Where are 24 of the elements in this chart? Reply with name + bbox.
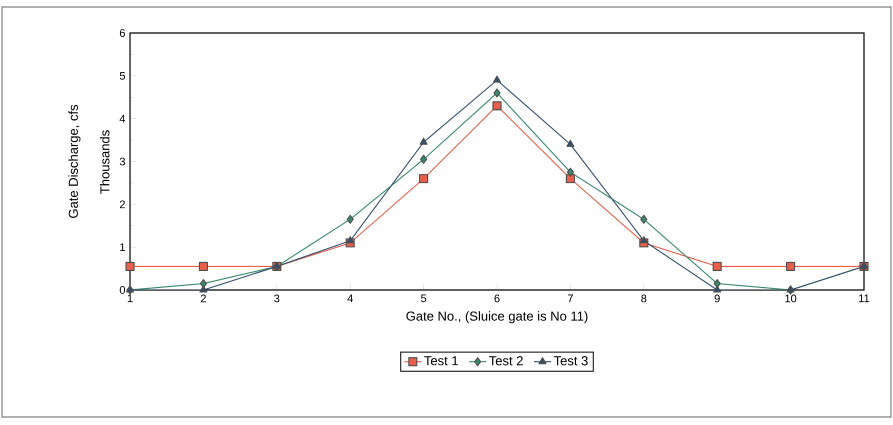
y-tick-label: 6: [120, 29, 125, 37]
y-tick-label: 1: [120, 243, 125, 251]
x-tick-label: 9: [714, 294, 720, 302]
x-tick-label: 10: [785, 294, 796, 302]
legend-label: Test 1: [424, 356, 458, 366]
x-tick-label: 2: [200, 294, 206, 302]
legend-label: Test 2: [489, 356, 523, 366]
legend-label: Test 3: [554, 356, 588, 366]
x-tick-label: 8: [641, 294, 646, 302]
x-tick-label: 7: [568, 294, 573, 302]
y2-axis-title: Thousands: [100, 130, 110, 194]
x-tick-label: 6: [494, 294, 500, 302]
x-tick-label: 5: [420, 294, 426, 302]
x-axis-title: Gate No., (Sluice gate is No 11): [406, 311, 588, 324]
y-tick-label: 2: [120, 200, 125, 208]
x-tick-label: 4: [347, 294, 353, 302]
y-tick-label: 0: [120, 286, 126, 294]
y-tick-label: 4: [120, 114, 126, 122]
y-tick-label: 3: [120, 158, 125, 166]
x-tick-label: 3: [274, 294, 280, 302]
y-axis-title: Gate Discharge, cfs: [68, 104, 80, 218]
y-tick-label: 5: [120, 72, 126, 80]
x-tick-label: 1: [128, 294, 133, 302]
x-tick-label: 11: [859, 294, 870, 302]
